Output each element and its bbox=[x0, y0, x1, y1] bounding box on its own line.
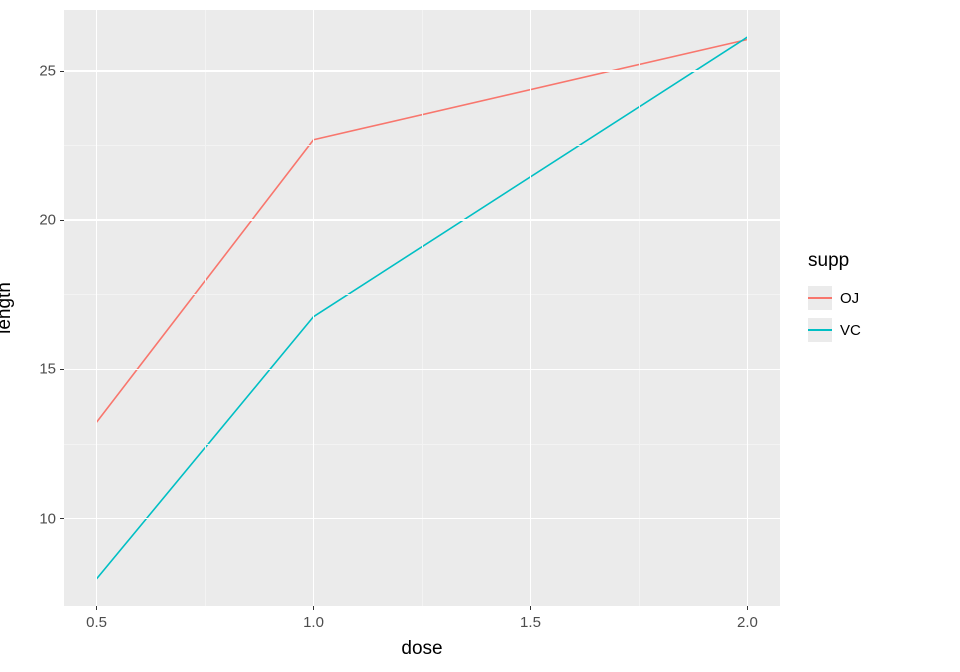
x-tick-mark bbox=[313, 606, 314, 610]
x-tick-mark bbox=[747, 606, 748, 610]
grid-minor-v bbox=[205, 10, 206, 606]
x-axis-title: dose bbox=[401, 638, 442, 660]
grid-major-v bbox=[96, 10, 98, 606]
grid-major-v bbox=[313, 10, 315, 606]
figure: 10 15 20 25 0.5 1.0 1.5 2.0 length dose supp O… bbox=[0, 0, 960, 672]
y-tick-mark bbox=[60, 518, 64, 519]
legend-label: VC bbox=[840, 322, 861, 339]
x-tick-label: 2.0 bbox=[737, 614, 758, 631]
grid-major-v bbox=[747, 10, 749, 606]
legend-title: supp bbox=[808, 250, 861, 272]
grid-major-v bbox=[530, 10, 532, 606]
grid-major-h bbox=[64, 219, 780, 221]
grid-major-h bbox=[64, 518, 780, 520]
y-tick-mark bbox=[60, 369, 64, 370]
plot-panel bbox=[64, 10, 780, 606]
grid-major-h bbox=[64, 369, 780, 371]
legend-key-line bbox=[808, 297, 832, 299]
x-tick-label: 0.5 bbox=[86, 614, 107, 631]
x-tick-label: 1.0 bbox=[303, 614, 324, 631]
grid-major-h bbox=[64, 70, 780, 72]
x-tick-mark bbox=[96, 606, 97, 610]
x-tick-mark bbox=[530, 606, 531, 610]
grid-minor-v bbox=[639, 10, 640, 606]
y-tick-label: 10 bbox=[28, 510, 56, 527]
legend-item: OJ bbox=[808, 286, 861, 310]
x-tick-label: 1.5 bbox=[520, 614, 541, 631]
y-axis-title: length bbox=[0, 282, 16, 334]
y-tick-label: 25 bbox=[28, 63, 56, 80]
legend-label: OJ bbox=[840, 290, 859, 307]
y-tick-mark bbox=[60, 71, 64, 72]
y-tick-mark bbox=[60, 220, 64, 221]
legend-key bbox=[808, 286, 832, 310]
legend-item: VC bbox=[808, 318, 861, 342]
legend: supp OJ VC bbox=[808, 250, 861, 350]
grid-minor-v bbox=[422, 10, 423, 606]
legend-key bbox=[808, 318, 832, 342]
y-tick-label: 15 bbox=[28, 361, 56, 378]
y-tick-label: 20 bbox=[28, 212, 56, 229]
legend-key-line bbox=[808, 329, 832, 331]
